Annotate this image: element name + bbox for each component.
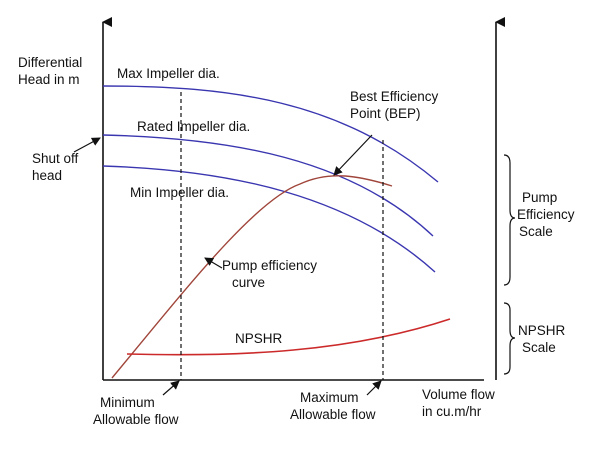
bep-label: Best Efficiency Point (BEP) (350, 89, 442, 121)
npshr-scale-brace (503, 302, 516, 375)
npshr-scale-label: NPSHR Scale (518, 323, 569, 355)
pump-efficiency-curve-label: Pump efficiency curve (222, 258, 321, 290)
y-axis-label: Differential Head in m (18, 55, 86, 87)
npshr-curve-label: NPSHR (235, 331, 283, 346)
min-impeller-curve (102, 165, 436, 273)
min-flow-arrow (162, 380, 180, 396)
npshr-curve (126, 318, 451, 356)
pump-efficiency-curve (111, 175, 393, 379)
rated-impeller-curve (102, 134, 434, 237)
efficiency-curve-arrow (204, 257, 223, 269)
axes (102, 17, 505, 381)
rated-impeller-label: Rated Impeller dia. (137, 119, 250, 134)
efficiency-scale-label: Pump Efficiency Scale (517, 190, 578, 239)
x-axis-label: Volume flow in cu.m/hr (422, 387, 499, 419)
efficiency-scale-brace (503, 154, 516, 286)
bep-arrow (333, 134, 373, 176)
minimum-flow-label: Minimum Allowable flow (93, 395, 179, 427)
maximum-flow-label: Maximum Allowable flow (290, 390, 376, 422)
min-impeller-label: Min Impeller dia. (130, 185, 229, 200)
shutoff-arrow (73, 137, 101, 153)
shutoff-head-label: Shut off head (32, 151, 82, 183)
max-impeller-label: Max Impeller dia. (117, 66, 220, 81)
max-impeller-curve (102, 85, 439, 183)
max-flow-arrow (366, 380, 382, 396)
